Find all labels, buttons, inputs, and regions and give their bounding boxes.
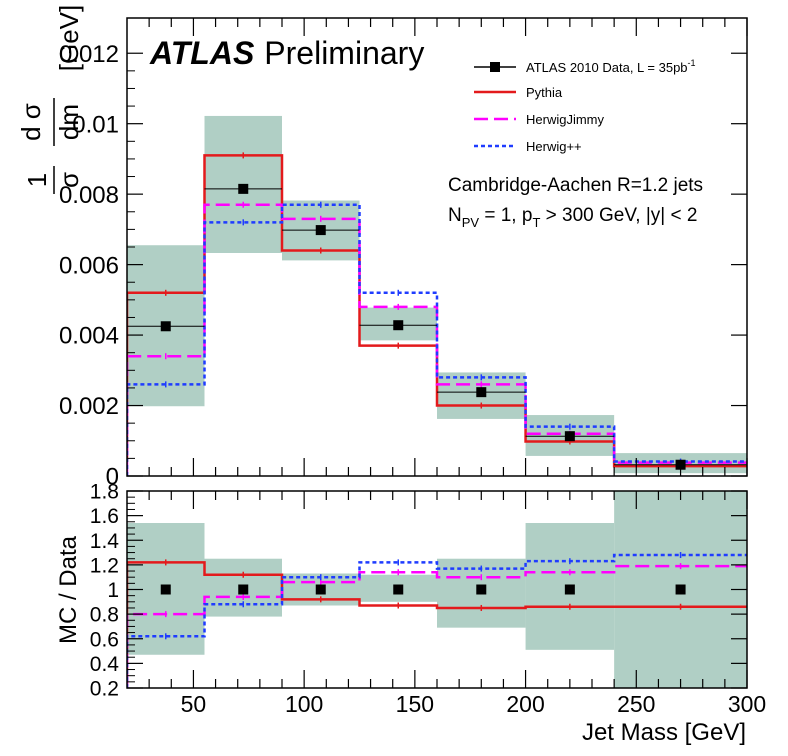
main-y-label: 1 σ d σ dm [GeV] (16, 5, 84, 194)
legend-data-label: ATLAS 2010 Data, L = 35pb-1 (526, 58, 696, 75)
atlas-title: ATLAS Preliminary (149, 35, 424, 71)
main-mc-series (127, 152, 747, 476)
legend-data-marker (490, 62, 500, 72)
ratio-ytick-label-8: 1.8 (90, 481, 119, 504)
ratio-series-herwigjimmy (127, 564, 747, 688)
legend-herwigpp-label: Herwig++ (526, 139, 582, 154)
main-data-point-1 (238, 183, 249, 194)
main-ytick-label-6: 0.012 (59, 41, 119, 68)
main-x-ticks (148, 18, 748, 476)
ratio-x-ticks: 50 100 150 200 250 300 (148, 491, 766, 717)
main-ytick-label-3: 0.006 (59, 252, 119, 279)
ratio-series-pythia (127, 561, 747, 688)
ratio-syst-band (127, 491, 747, 688)
ratio-data-point-6 (675, 584, 686, 595)
ratio-data-point-0 (160, 584, 171, 595)
ratio-y-ticks: 0.20.40.60.811.21.41.61.8 (90, 481, 747, 701)
main-ytick-label-0: 0 (106, 464, 119, 491)
x-axis-label: Jet Mass [GeV] (582, 719, 746, 746)
ratio-y-label: MC / Data (55, 535, 82, 644)
ratio-ytick-label-6: 1.4 (90, 530, 120, 553)
legend-herwigpp: Herwig++ (474, 139, 582, 154)
y-label-dsigma: d σ (16, 103, 46, 141)
ratio-ytick-label-1: 0.4 (90, 653, 120, 676)
ratio-data-point-4 (476, 584, 487, 595)
legend-pythia-label: Pythia (526, 85, 563, 100)
ratio-panel: 0.20.40.60.811.21.41.61.8 50 100 150 200 250… (55, 481, 766, 746)
y-label-sigma: σ (54, 172, 84, 188)
legend: ATLAS 2010 Data, L = 35pb-1 Pythia Herwi… (474, 58, 696, 154)
ratio-ytick-label-0: 0.2 (90, 678, 119, 701)
ratio-mc-series (127, 552, 747, 688)
annotation-cuts: NPV = 1, pT > 300 GeV, |y| < 2 (448, 205, 697, 230)
y-label-one: 1 (22, 173, 52, 187)
legend-herwigjimmy-label: HerwigJimmy (526, 112, 605, 127)
ratio-ytick-label-2: 0.6 (90, 628, 119, 651)
legend-data: ATLAS 2010 Data, L = 35pb-1 (474, 58, 696, 75)
main-data-point-4 (476, 387, 487, 398)
main-data-point-6 (675, 459, 686, 470)
ratio-xtick-label-5: 300 (728, 691, 766, 717)
ratio-ytick-label-4: 1 (107, 579, 119, 602)
ratio-xtick-label-0: 50 (181, 691, 207, 717)
legend-herwigjimmy: HerwigJimmy (474, 112, 605, 127)
ratio-xtick-label-1: 100 (285, 691, 323, 717)
main-data-point-5 (564, 431, 575, 442)
y-label-dm: dm (54, 104, 84, 140)
main-ytick-label-5: 0.01 (72, 111, 119, 138)
main-data-point-3 (393, 320, 404, 331)
ratio-data-points (160, 584, 686, 595)
main-y-ticks: 0 0.002 0.004 0.006 0.008 0.01 0.012 (59, 41, 747, 491)
ratio-xtick-label-2: 150 (396, 691, 434, 717)
ratio-ytick-label-3: 0.8 (90, 604, 119, 627)
main-series-herwig (127, 203, 747, 476)
legend-pythia: Pythia (474, 85, 563, 100)
ratio-xtick-label-3: 200 (506, 691, 544, 717)
main-ytick-label-1: 0.002 (59, 393, 119, 420)
ratio-data-point-3 (393, 584, 404, 595)
main-panel: 0 0.002 0.004 0.006 0.008 0.01 0.012 1 σ d σ d… (16, 5, 748, 491)
main-data-points (127, 183, 747, 470)
ratio-xtick-label-4: 250 (617, 691, 655, 717)
annotation-jets: Cambridge-Aachen R=1.2 jets (448, 175, 703, 196)
y-label-unit: [GeV] (54, 5, 84, 71)
main-syst-band (127, 115, 747, 474)
main-ytick-label-2: 0.004 (59, 323, 119, 350)
ratio-series-herwig (127, 553, 747, 688)
ratio-data-point-2 (315, 584, 326, 595)
main-data-point-2 (315, 225, 326, 236)
main-ytick-label-4: 0.008 (59, 182, 119, 209)
ratio-ytick-label-5: 1.2 (90, 554, 119, 577)
main-data-point-0 (160, 321, 171, 332)
ratio-data-point-1 (238, 584, 249, 595)
ratio-data-point-5 (564, 584, 575, 595)
ratio-ytick-label-7: 1.6 (90, 505, 119, 528)
